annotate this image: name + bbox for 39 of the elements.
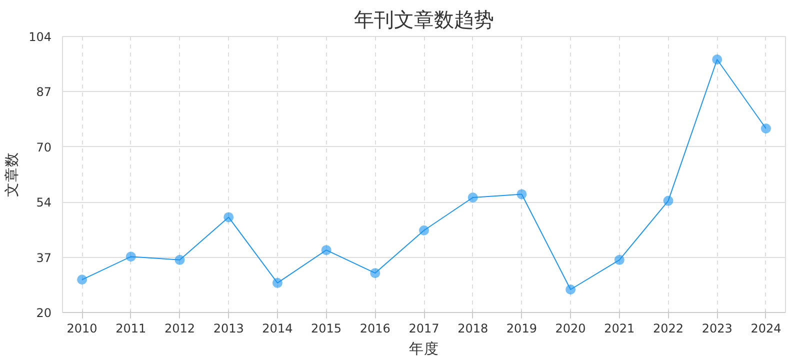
x-tick-label: 2012 bbox=[164, 322, 196, 336]
point bbox=[272, 278, 282, 288]
point bbox=[77, 274, 88, 285]
point bbox=[224, 212, 234, 222]
point bbox=[712, 54, 722, 64]
x-tick-label: 2013 bbox=[213, 322, 244, 336]
x-tick-label: 2014 bbox=[262, 322, 293, 336]
x-tick-label: 2021 bbox=[604, 322, 635, 336]
x-tick-label: 2024 bbox=[750, 322, 782, 336]
point bbox=[760, 124, 771, 134]
x-tick-label: 2010 bbox=[66, 322, 98, 336]
x-tick-label: 2020 bbox=[555, 322, 586, 336]
x-tick-label: 2022 bbox=[652, 322, 684, 336]
point bbox=[370, 268, 380, 278]
y-tick-label: 37 bbox=[36, 250, 52, 265]
point bbox=[126, 252, 136, 262]
point bbox=[321, 245, 332, 256]
y-axis-title: 文章数 bbox=[4, 152, 21, 197]
point bbox=[468, 192, 478, 202]
point bbox=[566, 284, 576, 294]
y-tick-label: 87 bbox=[36, 85, 52, 100]
x-tick-label: 2011 bbox=[116, 322, 146, 336]
y-tick-label: 54 bbox=[36, 196, 52, 210]
x-tick-label: 2019 bbox=[506, 322, 537, 336]
x-tick-label: 2016 bbox=[360, 322, 390, 336]
point bbox=[516, 189, 527, 200]
chart-title: 年刊文章数趋势 bbox=[354, 8, 494, 32]
x-axis-title: 年度 bbox=[409, 340, 439, 358]
x-tick-label: 2018 bbox=[458, 322, 488, 336]
y-tick-label: 104 bbox=[28, 30, 52, 44]
x-tick-label: 2017 bbox=[408, 322, 440, 336]
y-tick-label: 20 bbox=[36, 306, 52, 320]
x-tick-label: 2015 bbox=[311, 322, 342, 336]
point bbox=[174, 254, 185, 265]
point bbox=[663, 196, 674, 206]
point bbox=[419, 225, 429, 236]
y-tick-label: 70 bbox=[36, 140, 52, 154]
x-tick-label: 2023 bbox=[702, 322, 732, 336]
point bbox=[614, 254, 624, 265]
